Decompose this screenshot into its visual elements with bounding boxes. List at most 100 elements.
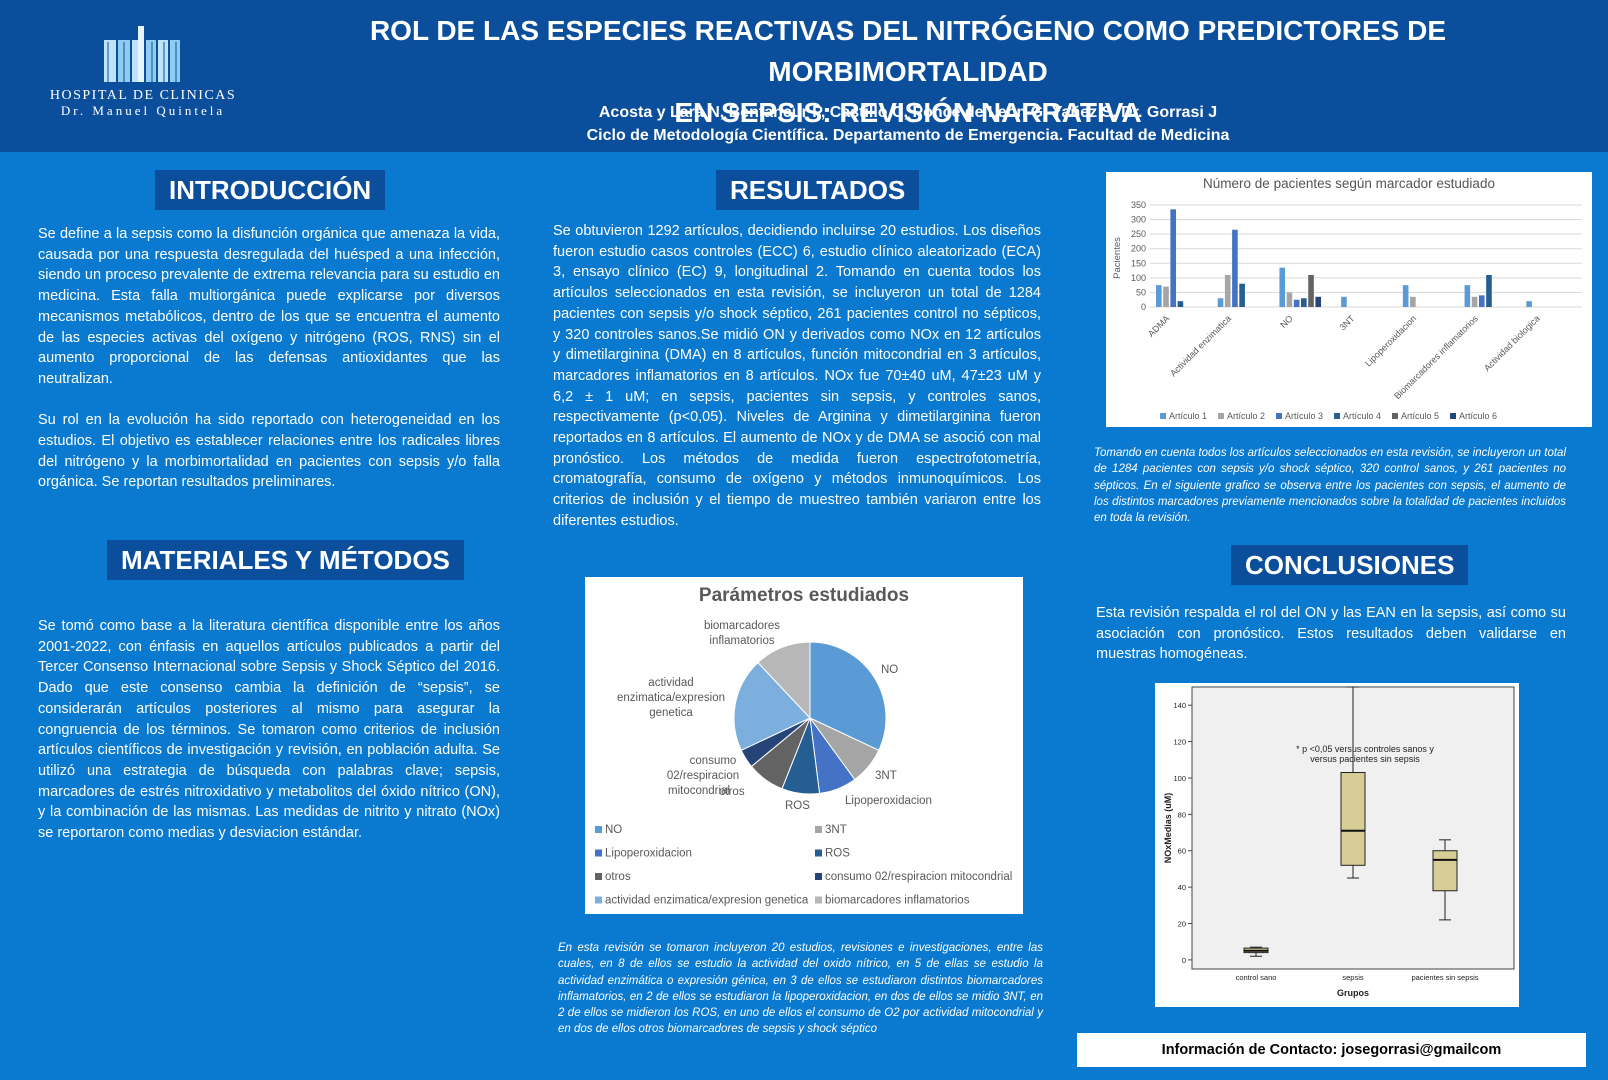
resultados-text: Se obtuvieron 1292 artículos, decidiendo… <box>553 221 1041 532</box>
bar-mark <box>1410 296 1416 307</box>
bar-mark <box>1308 274 1314 307</box>
logo-text-name: Dr. Manuel Quintela <box>60 103 226 118</box>
poster-title: ROL DE LAS ESPECIES REACTIVAS DEL NITRÓG… <box>232 10 1584 133</box>
bar-mark <box>1224 274 1231 307</box>
bar-mark <box>1471 296 1478 307</box>
pie-label-consumo-2: 02/respiracion <box>667 770 739 782</box>
pie-label-biomarcadores-1: biomarcadores <box>704 620 780 632</box>
bar-ytick-label: 0 <box>1141 302 1146 312</box>
pie-chart-panel: Parámetros estudiados NO 3NT Lipoperoxid… <box>585 577 1023 914</box>
bar-mark <box>1232 229 1238 307</box>
boxplot-ylabel: NOxMedias (uM) <box>1163 793 1173 864</box>
pie-label-lipoperoxidacion: Lipoperoxidacion <box>845 795 932 807</box>
bar-xtick-label: Actividad enzimatica <box>1168 313 1233 378</box>
pie-label-consumo-1: consumo <box>690 755 737 767</box>
pie-legend-swatch <box>815 849 822 857</box>
boxplot-panel: 0 20 40 60 80 100 120 140 control sano sepsis paci… <box>1155 683 1519 1007</box>
bar-mark <box>1156 285 1162 307</box>
pie-legend-swatch <box>815 826 822 833</box>
pie-legend-swatch <box>595 896 602 904</box>
bar-legend-label: Artículo 4 <box>1343 411 1381 421</box>
bar-xtick-label: 3NT <box>1337 313 1356 332</box>
bar-mark <box>1315 296 1322 307</box>
boxplot-xtick-label: pacientes sin sepsis <box>1411 973 1478 982</box>
resultados-paragraph-1: Se obtuvieron 1292 artículos, decidiendo… <box>553 223 1041 529</box>
bar-legend-swatch <box>1334 413 1340 419</box>
pie-slice <box>809 641 887 752</box>
pie-label-otros: otros <box>719 786 745 798</box>
bar-mark <box>1526 301 1532 307</box>
boxplot-ytick-label: 80 <box>1178 810 1186 819</box>
pie-legend-swatch <box>815 873 822 880</box>
bar-mark <box>1341 296 1347 307</box>
hospital-logo: HOSPITAL DE CLINICAS Dr. Manuel Quintela <box>38 22 248 122</box>
heading-introduccion: INTRODUCCIÓN <box>155 170 386 210</box>
pie-legend-label: consumo 02/respiracion mitocondrial <box>825 871 1012 883</box>
boxplot-annotation-2: versus pacientes sin sepsis <box>1310 754 1420 764</box>
bar-legend-swatch <box>1392 413 1398 419</box>
pie-legend-label: 3NT <box>825 824 847 836</box>
poster-header: HOSPITAL DE CLINICAS Dr. Manuel Quintela… <box>0 0 1608 152</box>
bar-mark <box>1486 274 1492 307</box>
building-icon <box>104 26 180 82</box>
bar-legend-label: Artículo 6 <box>1459 411 1497 421</box>
boxplot-annotation-1: * p <0,05 versus controles sanos y <box>1296 744 1434 754</box>
logo-text-hospital: HOSPITAL DE CLINICAS <box>49 88 237 103</box>
bar-ytick-label: 100 <box>1131 273 1146 283</box>
boxplot-ytick-label: 0 <box>1182 956 1186 965</box>
boxplot-ytick-label: 40 <box>1178 883 1186 892</box>
bar-mark <box>1301 298 1307 307</box>
pie-legend-swatch <box>595 873 602 880</box>
poster-title-line1: ROL DE LAS ESPECIES REACTIVAS DEL NITRÓG… <box>369 15 1447 87</box>
pie-legend-swatch <box>595 826 602 833</box>
bar-chart-panel: Número de pacientes según marcador estud… <box>1106 172 1592 427</box>
heading-conclusiones: CONCLUSIONES <box>1231 545 1469 585</box>
contact-info: Información de Contacto: josegorrasi@gma… <box>1077 1033 1586 1067</box>
heading-resultados: RESULTADOS <box>716 170 920 210</box>
boxplot-ytick-label: 20 <box>1178 920 1186 929</box>
introduccion-text: Se define a la sepsis como la disfunción… <box>38 224 500 493</box>
pie-label-biomarcadores-2: inflamatorios <box>709 635 774 647</box>
boxplot-box <box>1340 772 1366 866</box>
bar-mark <box>1286 292 1293 307</box>
authors-block: Acosta y Lara N, Bentancur P, Castillo C… <box>232 101 1584 147</box>
poster-title-line2: EN SEPSIS: REVISIÓN NARRATIVA <box>674 97 1142 128</box>
bar-legend-swatch <box>1160 413 1166 419</box>
bar-chart-title: Número de pacientes según marcador estud… <box>1203 176 1495 191</box>
introduccion-paragraph-1: Se define a la sepsis como la disfunción… <box>38 226 500 387</box>
bar-xtick-label: NO <box>1278 313 1295 330</box>
bar-legend-label: Artículo 3 <box>1285 411 1323 421</box>
pie-legend-label: NO <box>605 824 622 836</box>
pie-chart: NO 3NT Lipoperoxidacion ROS otros consum… <box>595 620 1012 907</box>
authors: Acosta y Lara N, Bentancur P, Castillo C… <box>598 104 1218 121</box>
bar-mark <box>1163 286 1169 307</box>
bar-mark <box>1239 283 1245 307</box>
bar-mark <box>1177 301 1184 307</box>
boxplot-xlabel: Grupos <box>1337 988 1369 998</box>
pie-legend-label: otros <box>605 871 631 883</box>
pie-label-actividad-1: actividad <box>648 677 693 689</box>
bar-chart-caption: Tomando en cuenta todos los artículos se… <box>1094 447 1566 525</box>
pie-legend-label: actividad enzimatica/expresion genetica <box>605 895 809 907</box>
bar-legend-label: Artículo 2 <box>1227 411 1265 421</box>
bar-mark <box>1464 285 1471 307</box>
pie-chart-caption: En esta revisión se tomaron incluyeron 2… <box>558 942 1043 1036</box>
materiales-text: Se tomó como base a la literatura cientí… <box>38 616 500 844</box>
pie-legend-label: ROS <box>825 848 850 860</box>
boxplot-ytick-label: 60 <box>1178 847 1186 856</box>
bar-ytick-label: 250 <box>1131 229 1146 239</box>
bar-ytick-label: 300 <box>1131 215 1146 225</box>
pie-legend-label: biomarcadores inflamatorios <box>825 895 970 907</box>
heading-materiales: MATERIALES Y MÉTODOS <box>107 540 464 580</box>
pie-label-3nt: 3NT <box>875 770 897 782</box>
bar-legend-label: Artículo 1 <box>1169 411 1207 421</box>
pie-label-no: NO <box>881 664 898 676</box>
boxplot-box <box>1432 850 1458 892</box>
bar-xtick-label: Actividad biologica <box>1482 313 1542 373</box>
bar-mark <box>1478 295 1485 307</box>
boxplot-ytick-label: 140 <box>1173 701 1186 710</box>
introduccion-paragraph-2: Su rol en la evolución ha sido reportado… <box>38 412 500 491</box>
pie-legend-swatch <box>595 849 602 857</box>
boxplot-xtick-label: sepsis <box>1342 973 1364 982</box>
